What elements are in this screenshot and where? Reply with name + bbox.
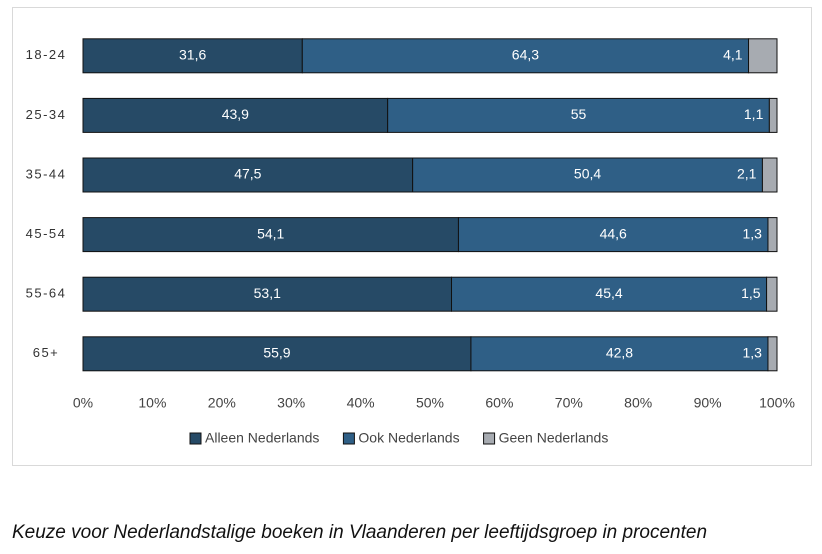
value-label: 2,1: [737, 166, 757, 182]
bar-segment: [301, 38, 750, 74]
x-tick-label: 80%: [624, 395, 652, 411]
x-tick-label: 40%: [347, 395, 375, 411]
bar-segment: [761, 157, 778, 193]
bar-segment: [82, 38, 303, 74]
bar-segment: [470, 336, 769, 372]
x-tick-label: 100%: [759, 395, 795, 411]
value-label: 1,1: [744, 106, 764, 122]
value-label: 1,3: [743, 345, 763, 361]
x-tick-label: 20%: [208, 395, 236, 411]
value-label: 1,3: [743, 225, 763, 241]
legend-swatch: [342, 432, 355, 445]
value-label: 54,1: [257, 225, 284, 241]
value-label: 31,6: [179, 47, 206, 63]
bar-segment: [457, 217, 769, 253]
value-label: 4,1: [723, 47, 743, 63]
x-tick-label: 60%: [485, 395, 513, 411]
value-label: 50,4: [574, 166, 601, 182]
bar-segment: [387, 97, 770, 133]
bar-segment: [768, 97, 778, 133]
value-label: 42,8: [606, 345, 633, 361]
bar-segment: [412, 157, 763, 193]
bar-segment: [767, 336, 778, 372]
x-tick-label: 0%: [73, 395, 93, 411]
value-label: 43,9: [222, 106, 249, 122]
category-label: 35-44: [26, 166, 67, 181]
caption: Keuze voor Nederlandstalige boeken in Vl…: [12, 522, 707, 543]
x-tick-label: 30%: [277, 395, 305, 411]
category-label: 65+: [33, 345, 60, 360]
bar-segment: [766, 276, 778, 312]
x-tick-label: 70%: [555, 395, 583, 411]
value-label: 44,6: [600, 225, 627, 241]
value-label: 1,5: [741, 285, 761, 301]
value-label: 55: [571, 106, 587, 122]
bar-segment: [82, 157, 414, 193]
legend-label: Geen Nederlands: [499, 430, 609, 446]
value-label: 47,5: [234, 166, 261, 182]
category-label: 45-54: [26, 226, 67, 241]
category-label: 25-34: [26, 107, 67, 122]
bar-segment: [82, 217, 459, 253]
value-label: 64,3: [512, 47, 539, 63]
x-tick-label: 50%: [416, 395, 444, 411]
legend-swatch: [483, 432, 496, 445]
value-label: 53,1: [254, 285, 281, 301]
legend-label: Alleen Nederlands: [205, 430, 319, 446]
bar-segment: [748, 38, 778, 74]
category-label: 18-24: [26, 47, 67, 62]
bar-segment: [82, 336, 472, 372]
x-tick-label: 90%: [694, 395, 722, 411]
bar-segment: [82, 276, 453, 312]
x-tick-label: 10%: [138, 395, 166, 411]
legend-swatch: [189, 432, 202, 445]
legend-label: Ook Nederlands: [358, 430, 459, 446]
bar-segment: [767, 217, 778, 253]
category-label: 55-64: [26, 286, 67, 301]
value-label: 55,9: [263, 345, 290, 361]
value-label: 45,4: [595, 285, 622, 301]
